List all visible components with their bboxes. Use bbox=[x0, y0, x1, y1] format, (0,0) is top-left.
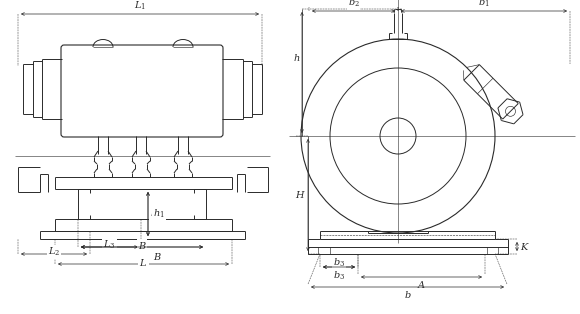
Text: $B$: $B$ bbox=[153, 251, 161, 262]
Text: $h$: $h$ bbox=[292, 52, 300, 63]
Text: $L_1$: $L_1$ bbox=[134, 0, 146, 12]
Text: $b_3$: $b_3$ bbox=[333, 269, 345, 281]
Text: $b$: $b$ bbox=[404, 289, 411, 300]
Text: $H$: $H$ bbox=[295, 190, 306, 201]
Text: $b_3$: $b_3$ bbox=[333, 257, 345, 269]
Text: $b_1$: $b_1$ bbox=[478, 0, 490, 9]
Text: $h_1$: $h_1$ bbox=[153, 208, 165, 220]
Text: $B$: $B$ bbox=[137, 240, 146, 251]
Text: $L$: $L$ bbox=[139, 257, 147, 268]
Text: $b_2$: $b_2$ bbox=[347, 0, 360, 9]
Text: $L_2$: $L_2$ bbox=[48, 246, 60, 258]
Text: $L_3$: $L_3$ bbox=[103, 239, 116, 251]
Text: $K$: $K$ bbox=[520, 241, 530, 252]
Text: $h_1$: $h_1$ bbox=[150, 208, 162, 220]
Text: $A$: $A$ bbox=[417, 279, 426, 290]
